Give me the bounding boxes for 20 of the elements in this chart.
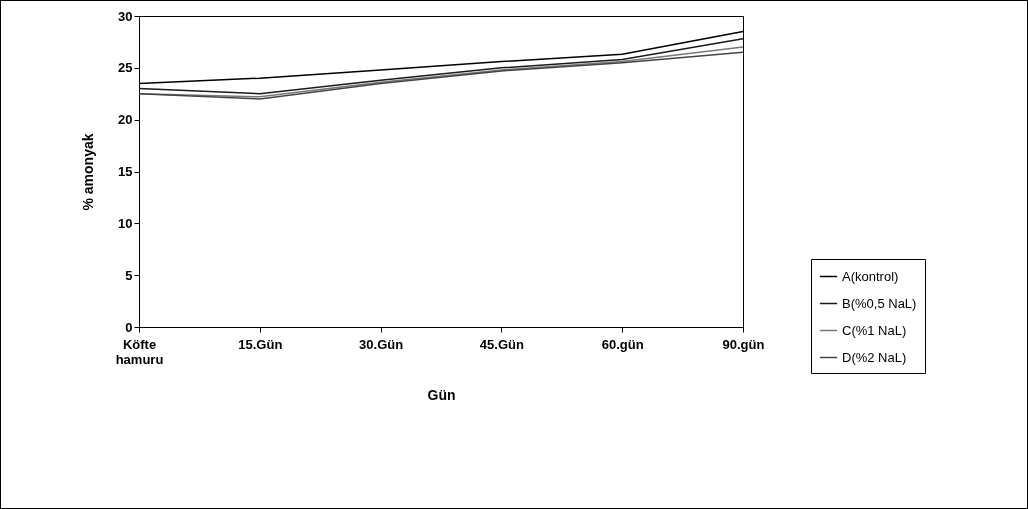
x-axis-title: Gün bbox=[427, 386, 456, 403]
y-tick-label: 30 bbox=[118, 8, 133, 24]
y-tick-label: 25 bbox=[118, 60, 133, 76]
y-tick-label: 5 bbox=[125, 267, 133, 283]
x-tick-label: Köfte hamuru bbox=[115, 336, 164, 367]
x-tick-label: 60.gün bbox=[601, 336, 644, 352]
y-tick-label: 10 bbox=[118, 215, 133, 231]
x-tick-label: 90.gün bbox=[722, 336, 765, 352]
legend-label: D(%2 NaL) bbox=[842, 349, 907, 365]
legend-label: A(kontrol) bbox=[842, 268, 899, 284]
legend-label: C(%1 NaL) bbox=[842, 322, 907, 338]
legend-label: B(%0,5 NaL) bbox=[842, 295, 917, 311]
line-series bbox=[138, 38, 744, 95]
x-tick-label: 15.Gün bbox=[238, 336, 283, 352]
y-tick-label: 15 bbox=[118, 164, 133, 179]
x-tick-label: 45.Gün bbox=[479, 336, 524, 352]
y-tick-label: 20 bbox=[118, 112, 133, 128]
y-axis-title: % amonyak bbox=[80, 133, 97, 211]
x-tick-label: 30.Gün bbox=[359, 336, 404, 352]
y-tick-label: 0 bbox=[125, 319, 133, 335]
